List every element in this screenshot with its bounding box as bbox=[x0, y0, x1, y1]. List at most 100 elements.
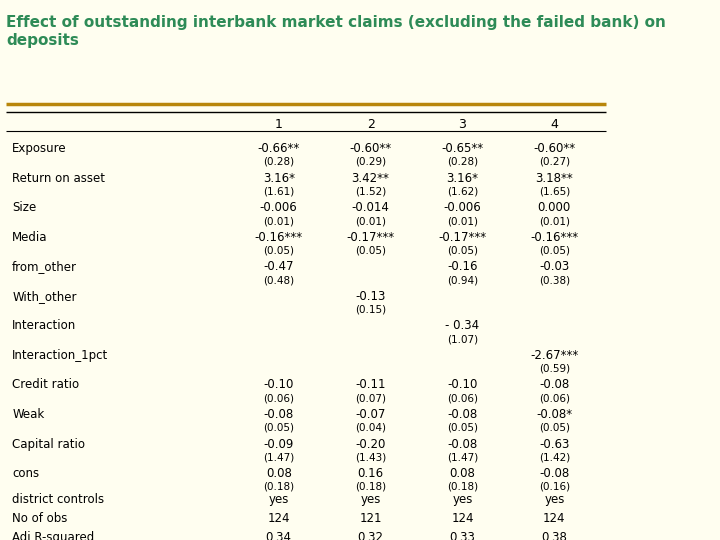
Text: 2: 2 bbox=[366, 118, 374, 131]
Text: (0.29): (0.29) bbox=[355, 157, 386, 167]
Text: (0.01): (0.01) bbox=[539, 216, 570, 226]
Text: from_other: from_other bbox=[12, 260, 77, 273]
Text: Credit ratio: Credit ratio bbox=[12, 379, 79, 392]
Text: (1.47): (1.47) bbox=[263, 453, 294, 462]
Text: -0.16***: -0.16*** bbox=[255, 231, 303, 244]
Text: 3.18**: 3.18** bbox=[536, 172, 573, 185]
Text: -0.03: -0.03 bbox=[539, 260, 570, 273]
Text: (0.05): (0.05) bbox=[264, 423, 294, 433]
Text: 1: 1 bbox=[275, 118, 283, 131]
Text: (0.05): (0.05) bbox=[539, 246, 570, 255]
Text: (0.59): (0.59) bbox=[539, 363, 570, 374]
Text: Weak: Weak bbox=[12, 408, 45, 421]
Text: Interaction: Interaction bbox=[12, 319, 76, 333]
Text: (1.42): (1.42) bbox=[539, 453, 570, 462]
Text: No of obs: No of obs bbox=[12, 512, 68, 525]
Text: -0.08: -0.08 bbox=[447, 437, 477, 450]
Text: Media: Media bbox=[12, 231, 48, 244]
Text: 0.38: 0.38 bbox=[541, 531, 567, 540]
Text: -0.16: -0.16 bbox=[447, 260, 478, 273]
Text: 124: 124 bbox=[451, 512, 474, 525]
Text: -0.66**: -0.66** bbox=[258, 142, 300, 155]
Text: (0.18): (0.18) bbox=[263, 482, 294, 492]
Text: -0.16***: -0.16*** bbox=[531, 231, 578, 244]
Text: 0.34: 0.34 bbox=[266, 531, 292, 540]
Text: (0.06): (0.06) bbox=[447, 393, 478, 403]
Text: Capital ratio: Capital ratio bbox=[12, 437, 85, 450]
Text: (1.43): (1.43) bbox=[355, 453, 386, 462]
Text: -0.20: -0.20 bbox=[356, 437, 386, 450]
Text: -2.67***: -2.67*** bbox=[530, 349, 578, 362]
Text: (0.27): (0.27) bbox=[539, 157, 570, 167]
Text: (0.06): (0.06) bbox=[264, 393, 294, 403]
Text: -0.17***: -0.17*** bbox=[346, 231, 395, 244]
Text: Return on asset: Return on asset bbox=[12, 172, 105, 185]
Text: -0.13: -0.13 bbox=[356, 290, 386, 303]
Text: cons: cons bbox=[12, 467, 40, 480]
Text: yes: yes bbox=[452, 494, 472, 507]
Text: 0.08: 0.08 bbox=[266, 467, 292, 480]
Text: 3: 3 bbox=[459, 118, 467, 131]
Text: (1.52): (1.52) bbox=[355, 186, 386, 197]
Text: 121: 121 bbox=[359, 512, 382, 525]
Text: 0.32: 0.32 bbox=[358, 531, 384, 540]
Text: 3.16*: 3.16* bbox=[446, 172, 479, 185]
Text: -0.65**: -0.65** bbox=[441, 142, 484, 155]
Text: 0.16: 0.16 bbox=[358, 467, 384, 480]
Text: - 0.34: - 0.34 bbox=[446, 319, 480, 333]
Text: (0.05): (0.05) bbox=[539, 423, 570, 433]
Text: -0.11: -0.11 bbox=[356, 379, 386, 392]
Text: -0.60**: -0.60** bbox=[534, 142, 575, 155]
Text: (0.04): (0.04) bbox=[355, 423, 386, 433]
Text: (0.28): (0.28) bbox=[447, 157, 478, 167]
Text: -0.10: -0.10 bbox=[447, 379, 477, 392]
Text: 124: 124 bbox=[267, 512, 290, 525]
Text: -0.006: -0.006 bbox=[444, 201, 482, 214]
Text: 3.16*: 3.16* bbox=[263, 172, 294, 185]
Text: (1.65): (1.65) bbox=[539, 186, 570, 197]
Text: (0.28): (0.28) bbox=[263, 157, 294, 167]
Text: (0.05): (0.05) bbox=[264, 246, 294, 255]
Text: -0.006: -0.006 bbox=[260, 201, 297, 214]
Text: Effect of outstanding interbank market claims (excluding the failed bank) on
dep: Effect of outstanding interbank market c… bbox=[6, 15, 666, 48]
Text: -0.08: -0.08 bbox=[264, 408, 294, 421]
Text: 4: 4 bbox=[550, 118, 558, 131]
Text: -0.10: -0.10 bbox=[264, 379, 294, 392]
Text: Adj R-squared: Adj R-squared bbox=[12, 531, 94, 540]
Text: (1.07): (1.07) bbox=[447, 334, 478, 344]
Text: -0.08: -0.08 bbox=[539, 379, 570, 392]
Text: -0.08: -0.08 bbox=[447, 408, 477, 421]
Text: yes: yes bbox=[361, 494, 381, 507]
Text: Size: Size bbox=[12, 201, 37, 214]
Text: -0.60**: -0.60** bbox=[349, 142, 392, 155]
Text: -0.08: -0.08 bbox=[539, 467, 570, 480]
Text: (1.62): (1.62) bbox=[447, 186, 478, 197]
Text: (0.18): (0.18) bbox=[355, 482, 386, 492]
Text: (0.01): (0.01) bbox=[447, 216, 478, 226]
Text: (0.38): (0.38) bbox=[539, 275, 570, 285]
Text: With_other: With_other bbox=[12, 290, 77, 303]
Text: Exposure: Exposure bbox=[12, 142, 67, 155]
Text: (0.07): (0.07) bbox=[355, 393, 386, 403]
Text: -0.17***: -0.17*** bbox=[438, 231, 487, 244]
Text: (0.94): (0.94) bbox=[447, 275, 478, 285]
Text: -0.07: -0.07 bbox=[356, 408, 386, 421]
Text: (1.61): (1.61) bbox=[263, 186, 294, 197]
Text: (0.06): (0.06) bbox=[539, 393, 570, 403]
Text: yes: yes bbox=[269, 494, 289, 507]
Text: -0.08*: -0.08* bbox=[536, 408, 572, 421]
Text: 124: 124 bbox=[543, 512, 566, 525]
Text: (0.48): (0.48) bbox=[263, 275, 294, 285]
Text: (0.01): (0.01) bbox=[264, 216, 294, 226]
Text: (0.05): (0.05) bbox=[447, 423, 478, 433]
Text: 3.42**: 3.42** bbox=[351, 172, 390, 185]
Text: (0.15): (0.15) bbox=[355, 305, 386, 315]
Text: (0.16): (0.16) bbox=[539, 482, 570, 492]
Text: 0.33: 0.33 bbox=[449, 531, 475, 540]
Text: (0.05): (0.05) bbox=[355, 246, 386, 255]
Text: (0.18): (0.18) bbox=[447, 482, 478, 492]
Text: -0.63: -0.63 bbox=[539, 437, 570, 450]
Text: (0.05): (0.05) bbox=[447, 246, 478, 255]
Text: (1.47): (1.47) bbox=[447, 453, 478, 462]
Text: Interaction_1pct: Interaction_1pct bbox=[12, 349, 109, 362]
